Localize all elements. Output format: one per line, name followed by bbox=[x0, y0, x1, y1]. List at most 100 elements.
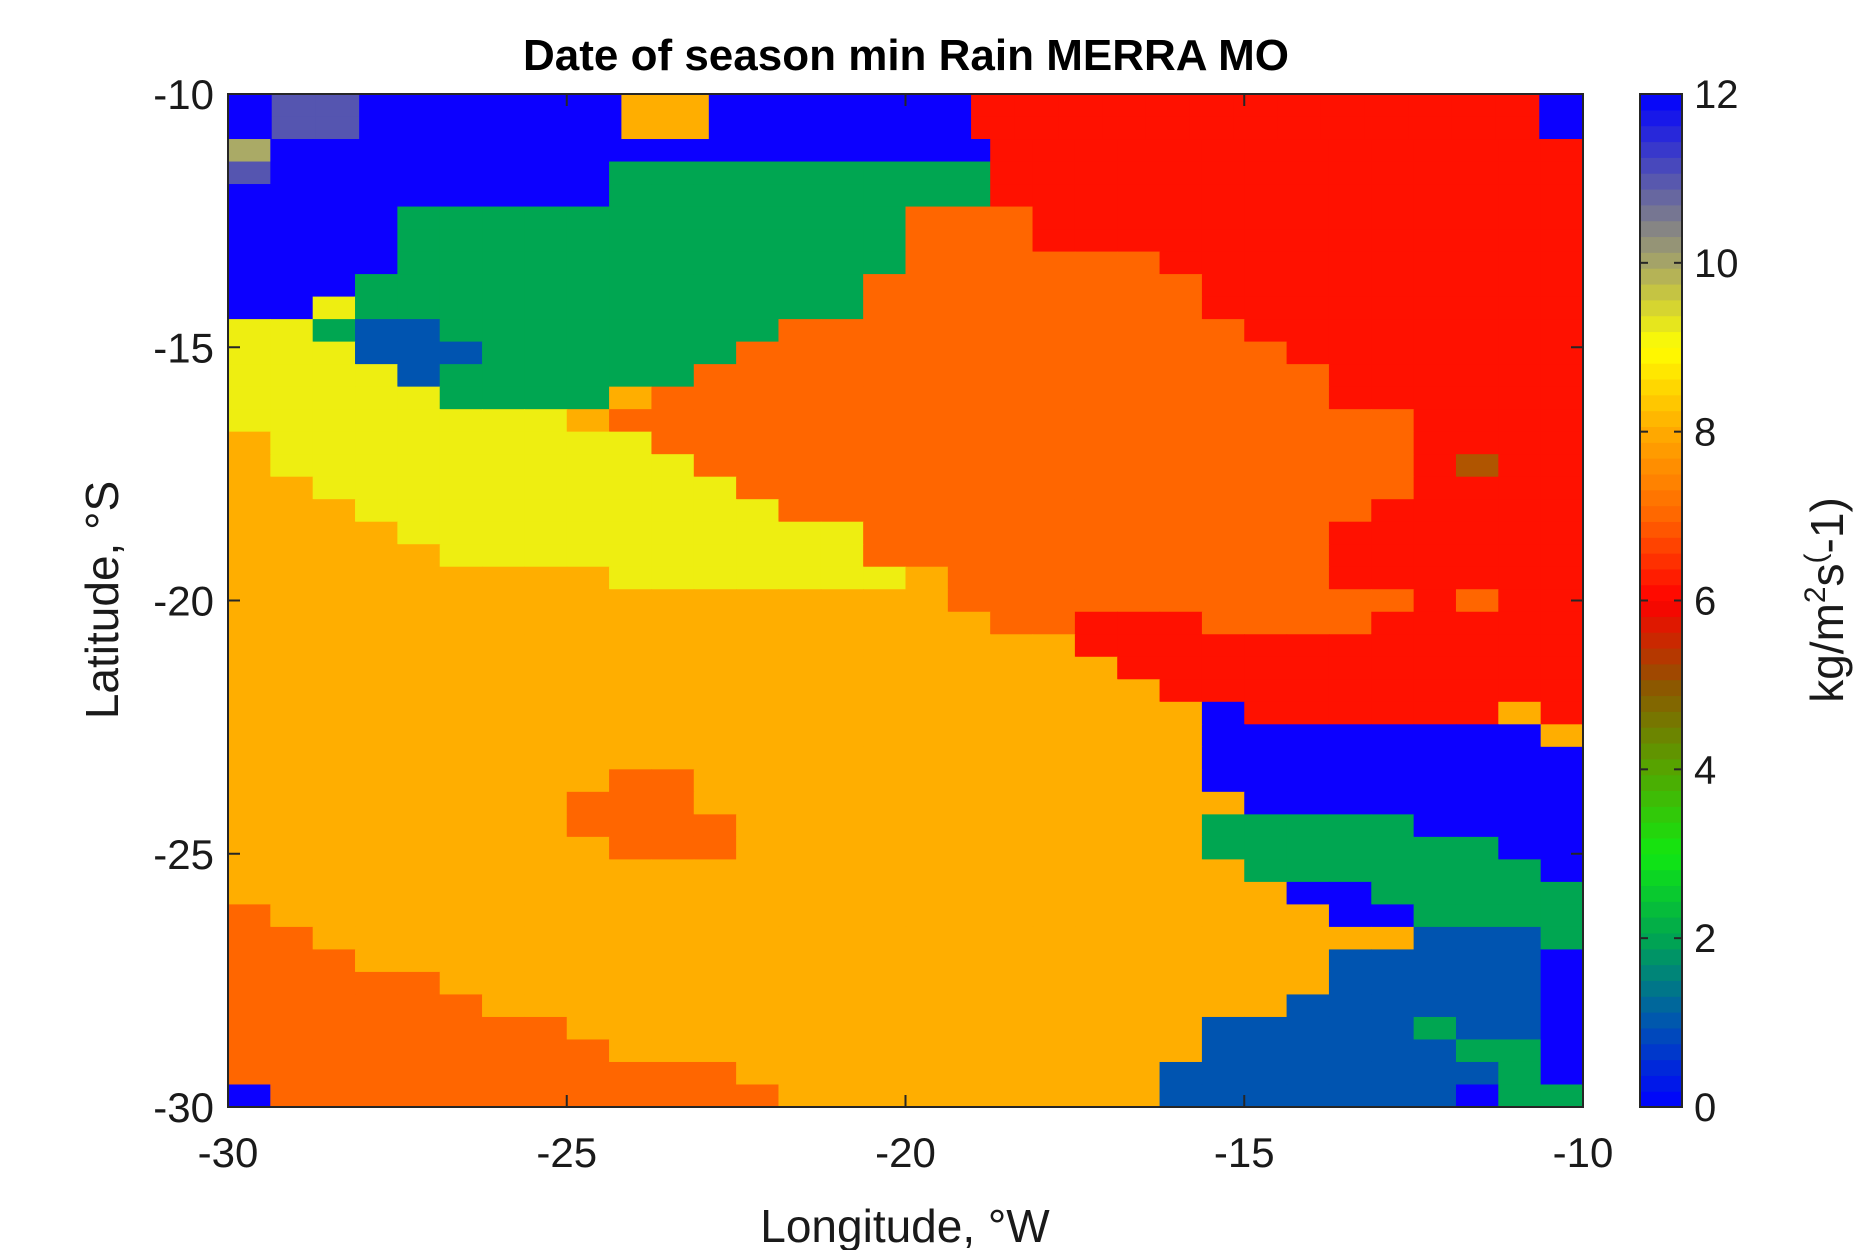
heatmap-cell bbox=[1540, 634, 1584, 658]
heatmap-cell bbox=[312, 184, 356, 208]
heatmap-cell bbox=[990, 431, 1034, 455]
heatmap-cell bbox=[1408, 94, 1453, 118]
heatmap-cell bbox=[1159, 386, 1203, 410]
heatmap-cell bbox=[270, 769, 314, 793]
heatmap-cell bbox=[863, 341, 907, 365]
heatmap-cell bbox=[312, 679, 356, 703]
heatmap-cell bbox=[947, 454, 991, 478]
heatmap-cell bbox=[1455, 206, 1499, 230]
heatmap-cell bbox=[1328, 679, 1372, 703]
heatmap-cell bbox=[355, 724, 398, 748]
heatmap-cell bbox=[1455, 836, 1499, 860]
heatmap-cell bbox=[1159, 161, 1203, 185]
heatmap-cell bbox=[1540, 296, 1584, 320]
heatmap-cell bbox=[609, 859, 653, 883]
heatmap-cell bbox=[355, 139, 398, 163]
heatmap-cell bbox=[1413, 1039, 1457, 1063]
heatmap-cell bbox=[609, 1016, 653, 1041]
heatmap-cell bbox=[1159, 724, 1203, 748]
heatmap-cell bbox=[270, 206, 314, 230]
heatmap-cell bbox=[1540, 476, 1584, 500]
heatmap-cell bbox=[1244, 769, 1288, 793]
heatmap-cell bbox=[1540, 904, 1584, 928]
heatmap-cell bbox=[1117, 386, 1161, 410]
heatmap-cell bbox=[228, 139, 271, 163]
heatmap-cell bbox=[270, 881, 314, 905]
heatmap-cell bbox=[439, 724, 483, 748]
heatmap-cell bbox=[566, 679, 610, 703]
heatmap-cell bbox=[1286, 656, 1330, 680]
heatmap-cell bbox=[1233, 116, 1278, 140]
heatmap-cell bbox=[524, 859, 568, 883]
heatmap-cell bbox=[863, 949, 907, 973]
heatmap-cell bbox=[863, 769, 907, 793]
heatmap-cell bbox=[609, 386, 653, 410]
heatmap-cell bbox=[1159, 544, 1203, 568]
heatmap-cell bbox=[778, 634, 822, 658]
heatmap-cell bbox=[651, 589, 695, 613]
heatmap-cell bbox=[693, 746, 737, 770]
heatmap-cell bbox=[228, 679, 271, 703]
heatmap-cell bbox=[1498, 499, 1542, 523]
heatmap-cell bbox=[1201, 184, 1245, 208]
heatmap-cell bbox=[1455, 521, 1499, 545]
heatmap-cell bbox=[315, 116, 360, 140]
heatmap-cell bbox=[1328, 184, 1372, 208]
heatmap-cell bbox=[863, 881, 907, 905]
heatmap-cell bbox=[1371, 746, 1415, 770]
heatmap-cell bbox=[1159, 229, 1203, 253]
heatmap-cell bbox=[439, 386, 483, 410]
heatmap-cell bbox=[1371, 1084, 1415, 1108]
heatmap-cell bbox=[355, 769, 398, 793]
heatmap-cell bbox=[270, 679, 314, 703]
heatmap-cell bbox=[1201, 611, 1245, 635]
heatmap-cell bbox=[1455, 724, 1499, 748]
heatmap-cell bbox=[1244, 139, 1288, 163]
heatmap-cell bbox=[1032, 544, 1076, 568]
heatmap-cell bbox=[708, 116, 754, 140]
heatmap-cell bbox=[533, 94, 579, 118]
heatmap-cell bbox=[1074, 476, 1118, 500]
heatmap-cell bbox=[1074, 589, 1118, 613]
heatmap-cell bbox=[651, 566, 695, 590]
heatmap-cell bbox=[1277, 94, 1322, 118]
heatmap-cell bbox=[651, 1084, 695, 1108]
heatmap-cell bbox=[1455, 544, 1499, 568]
heatmap-cell bbox=[355, 814, 398, 838]
heatmap-cell bbox=[1455, 364, 1499, 388]
colorbar-segment bbox=[1640, 837, 1682, 855]
heatmap-cell bbox=[1328, 746, 1372, 770]
heatmap-cell bbox=[1244, 206, 1288, 230]
heatmap-cell bbox=[228, 611, 271, 635]
heatmap-cell bbox=[736, 836, 780, 860]
heatmap-cell bbox=[270, 611, 314, 635]
heatmap-cell bbox=[778, 656, 822, 680]
heatmap-cell bbox=[228, 724, 271, 748]
heatmap-cell bbox=[693, 769, 737, 793]
heatmap-cell bbox=[1244, 634, 1288, 658]
heatmap-cell bbox=[397, 971, 441, 996]
heatmap-cell bbox=[1286, 409, 1330, 433]
heatmap-cell bbox=[439, 409, 483, 433]
heatmap-cell bbox=[651, 476, 695, 500]
heatmap-cell bbox=[736, 206, 780, 230]
heatmap-cell bbox=[1032, 926, 1076, 951]
heatmap-cell bbox=[863, 251, 907, 275]
heatmap-cell bbox=[1201, 206, 1245, 230]
heatmap-cell bbox=[228, 589, 271, 613]
heatmap-cell bbox=[1244, 251, 1288, 275]
heatmap-cell bbox=[524, 409, 568, 433]
heatmap-cell bbox=[270, 746, 314, 770]
heatmap-cell bbox=[439, 544, 483, 568]
heatmap-cell bbox=[397, 566, 441, 590]
heatmap-cell bbox=[312, 454, 356, 478]
heatmap-cell bbox=[566, 724, 610, 748]
heatmap-cell bbox=[820, 679, 864, 703]
heatmap-cell bbox=[990, 1016, 1034, 1041]
heatmap-cell bbox=[1159, 521, 1203, 545]
heatmap-cell bbox=[820, 139, 864, 163]
heatmap-cell bbox=[736, 746, 780, 770]
heatmap-cell bbox=[1117, 296, 1161, 320]
heatmap-cell bbox=[1159, 409, 1203, 433]
